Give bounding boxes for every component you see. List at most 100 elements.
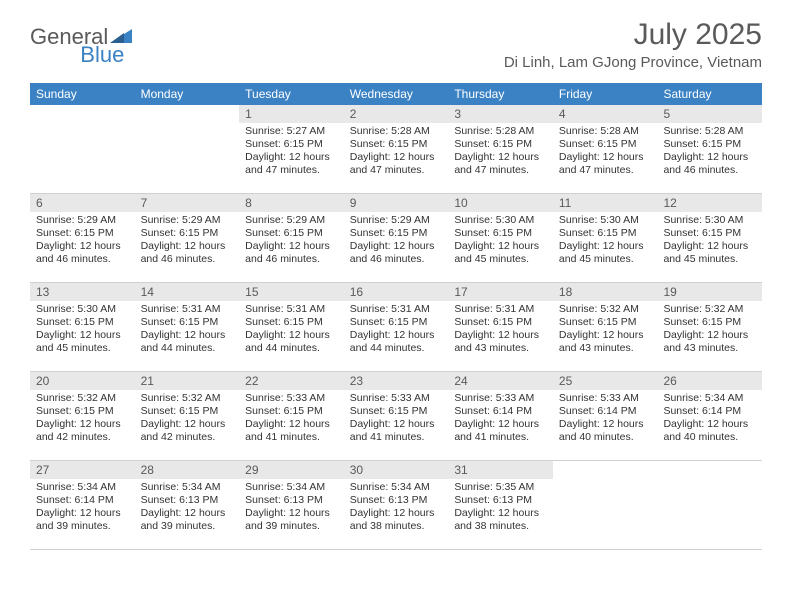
daylight-line: Daylight: 12 hours and 39 minutes. — [245, 507, 338, 533]
day-number: 11 — [553, 194, 658, 212]
daylight-line: Daylight: 12 hours and 40 minutes. — [663, 418, 756, 444]
sunset-line: Sunset: 6:15 PM — [454, 227, 547, 240]
daylight-line: Daylight: 12 hours and 46 minutes. — [141, 240, 234, 266]
sunset-line: Sunset: 6:15 PM — [36, 316, 129, 329]
day-cell: 14Sunrise: 5:31 AMSunset: 6:15 PMDayligh… — [135, 283, 240, 371]
sunrise-line: Sunrise: 5:29 AM — [141, 214, 234, 227]
sunset-line: Sunset: 6:15 PM — [245, 227, 338, 240]
day-content: Sunrise: 5:32 AMSunset: 6:15 PMDaylight:… — [135, 390, 240, 449]
day-cell: 2Sunrise: 5:28 AMSunset: 6:15 PMDaylight… — [344, 105, 449, 193]
day-number: 25 — [553, 372, 658, 390]
week-row: 20Sunrise: 5:32 AMSunset: 6:15 PMDayligh… — [30, 372, 762, 461]
day-content: Sunrise: 5:34 AMSunset: 6:13 PMDaylight:… — [344, 479, 449, 538]
day-number: 12 — [657, 194, 762, 212]
day-cell: 26Sunrise: 5:34 AMSunset: 6:14 PMDayligh… — [657, 372, 762, 460]
sunset-line: Sunset: 6:15 PM — [350, 227, 443, 240]
weeks-container: 1Sunrise: 5:27 AMSunset: 6:15 PMDaylight… — [30, 105, 762, 550]
day-header: Tuesday — [239, 83, 344, 105]
day-cell: 12 Sunrise: 5:30 AMSunset: 6:15 PMDayligh… — [657, 194, 762, 282]
sunrise-line: Sunrise: 5:32 AM — [141, 392, 234, 405]
sunset-line: Sunset: 6:15 PM — [663, 227, 756, 240]
day-content: Sunrise: 5:32 AMSunset: 6:15 PMDaylight:… — [657, 301, 762, 360]
day-cell: 11Sunrise: 5:30 AMSunset: 6:15 PMDayligh… — [553, 194, 658, 282]
day-cell: 10Sunrise: 5:30 AMSunset: 6:15 PMDayligh… — [448, 194, 553, 282]
day-content: Sunrise: 5:30 AMSunset: 6:15 PMDaylight:… — [448, 212, 553, 271]
sunset-line: Sunset: 6:14 PM — [36, 494, 129, 507]
daylight-line: Daylight: 12 hours and 41 minutes. — [245, 418, 338, 444]
daylight-line: Daylight: 12 hours and 45 minutes. — [36, 329, 129, 355]
day-cell: 30Sunrise: 5:34 AMSunset: 6:13 PMDayligh… — [344, 461, 449, 549]
sunrise-line: Sunrise: 5:32 AM — [663, 303, 756, 316]
week-row: 6Sunrise: 5:29 AMSunset: 6:15 PMDaylight… — [30, 194, 762, 283]
sunrise-line: Sunrise: 5:32 AM — [559, 303, 652, 316]
day-number: 17 — [448, 283, 553, 301]
sunset-line: Sunset: 6:15 PM — [559, 227, 652, 240]
day-header: Friday — [553, 83, 658, 105]
sunrise-line: Sunrise: 5:31 AM — [141, 303, 234, 316]
sunset-line: Sunset: 6:13 PM — [454, 494, 547, 507]
sunrise-line: Sunrise: 5:28 AM — [350, 125, 443, 138]
sunset-line: Sunset: 6:15 PM — [454, 316, 547, 329]
sunrise-line: Sunrise: 5:30 AM — [36, 303, 129, 316]
day-cell: 4Sunrise: 5:28 AMSunset: 6:15 PMDaylight… — [553, 105, 658, 193]
day-content: Sunrise: 5:29 AMSunset: 6:15 PMDaylight:… — [30, 212, 135, 271]
daylight-line: Daylight: 12 hours and 44 minutes. — [141, 329, 234, 355]
sunrise-line: Sunrise: 5:29 AM — [350, 214, 443, 227]
day-cell: 21Sunrise: 5:32 AMSunset: 6:15 PMDayligh… — [135, 372, 240, 460]
sunset-line: Sunset: 6:15 PM — [663, 316, 756, 329]
sunrise-line: Sunrise: 5:28 AM — [559, 125, 652, 138]
daylight-line: Daylight: 12 hours and 43 minutes. — [559, 329, 652, 355]
day-content: Sunrise: 5:30 AMSunset: 6:15 PMDaylight:… — [553, 212, 658, 271]
daylight-line: Daylight: 12 hours and 43 minutes. — [663, 329, 756, 355]
week-row: 1Sunrise: 5:27 AMSunset: 6:15 PMDaylight… — [30, 105, 762, 194]
sunset-line: Sunset: 6:13 PM — [141, 494, 234, 507]
calendar: SundayMondayTuesdayWednesdayThursdayFrid… — [30, 83, 762, 550]
day-number: 20 — [30, 372, 135, 390]
week-row: 13Sunrise: 5:30 AMSunset: 6:15 PMDayligh… — [30, 283, 762, 372]
day-content: Sunrise: 5:34 AMSunset: 6:14 PMDaylight:… — [30, 479, 135, 538]
page-title: July 2025 — [504, 18, 762, 52]
daylight-line: Daylight: 12 hours and 45 minutes. — [663, 240, 756, 266]
sunset-line: Sunset: 6:15 PM — [36, 227, 129, 240]
day-content: Sunrise: 5:29 AMSunset: 6:15 PMDaylight:… — [344, 212, 449, 271]
daylight-line: Daylight: 12 hours and 45 minutes. — [559, 240, 652, 266]
daylight-line: Daylight: 12 hours and 42 minutes. — [36, 418, 129, 444]
day-header: Wednesday — [344, 83, 449, 105]
sunrise-line: Sunrise: 5:35 AM — [454, 481, 547, 494]
day-cell: 28Sunrise: 5:34 AMSunset: 6:13 PMDayligh… — [135, 461, 240, 549]
day-number: 28 — [135, 461, 240, 479]
day-content: Sunrise: 5:34 AMSunset: 6:13 PMDaylight:… — [239, 479, 344, 538]
daylight-line: Daylight: 12 hours and 44 minutes. — [245, 329, 338, 355]
sunrise-line: Sunrise: 5:34 AM — [350, 481, 443, 494]
sunset-line: Sunset: 6:15 PM — [350, 405, 443, 418]
day-cell: 24Sunrise: 5:33 AMSunset: 6:14 PMDayligh… — [448, 372, 553, 460]
day-cell: 31Sunrise: 5:35 AMSunset: 6:13 PMDayligh… — [448, 461, 553, 549]
day-cell: 17Sunrise: 5:31 AMSunset: 6:15 PMDayligh… — [448, 283, 553, 371]
day-number: 22 — [239, 372, 344, 390]
day-number: 27 — [30, 461, 135, 479]
sunset-line: Sunset: 6:15 PM — [141, 405, 234, 418]
daylight-line: Daylight: 12 hours and 47 minutes. — [245, 151, 338, 177]
sunrise-line: Sunrise: 5:34 AM — [141, 481, 234, 494]
day-content: Sunrise: 5:34 AMSunset: 6:13 PMDaylight:… — [135, 479, 240, 538]
sunset-line: Sunset: 6:15 PM — [454, 138, 547, 151]
day-header: Sunday — [30, 83, 135, 105]
sunrise-line: Sunrise: 5:30 AM — [663, 214, 756, 227]
day-header: Thursday — [448, 83, 553, 105]
day-number: 23 — [344, 372, 449, 390]
day-content: Sunrise: 5:28 AMSunset: 6:15 PMDaylight:… — [448, 123, 553, 182]
logo: General Blue — [30, 24, 176, 50]
daylight-line: Daylight: 12 hours and 42 minutes. — [141, 418, 234, 444]
sunset-line: Sunset: 6:15 PM — [559, 316, 652, 329]
logo-text-blue: Blue — [80, 42, 124, 68]
day-content: Sunrise: 5:35 AMSunset: 6:13 PMDaylight:… — [448, 479, 553, 538]
daylight-line: Daylight: 12 hours and 38 minutes. — [350, 507, 443, 533]
day-content: Sunrise: 5:28 AMSunset: 6:15 PMDaylight:… — [553, 123, 658, 182]
day-content: Sunrise: 5:31 AMSunset: 6:15 PMDaylight:… — [448, 301, 553, 360]
daylight-line: Daylight: 12 hours and 41 minutes. — [350, 418, 443, 444]
day-content: Sunrise: 5:29 AMSunset: 6:15 PMDaylight:… — [239, 212, 344, 271]
sunrise-line: Sunrise: 5:28 AM — [454, 125, 547, 138]
day-number: 14 — [135, 283, 240, 301]
week-row: 27Sunrise: 5:34 AMSunset: 6:14 PMDayligh… — [30, 461, 762, 550]
sunrise-line: Sunrise: 5:29 AM — [245, 214, 338, 227]
